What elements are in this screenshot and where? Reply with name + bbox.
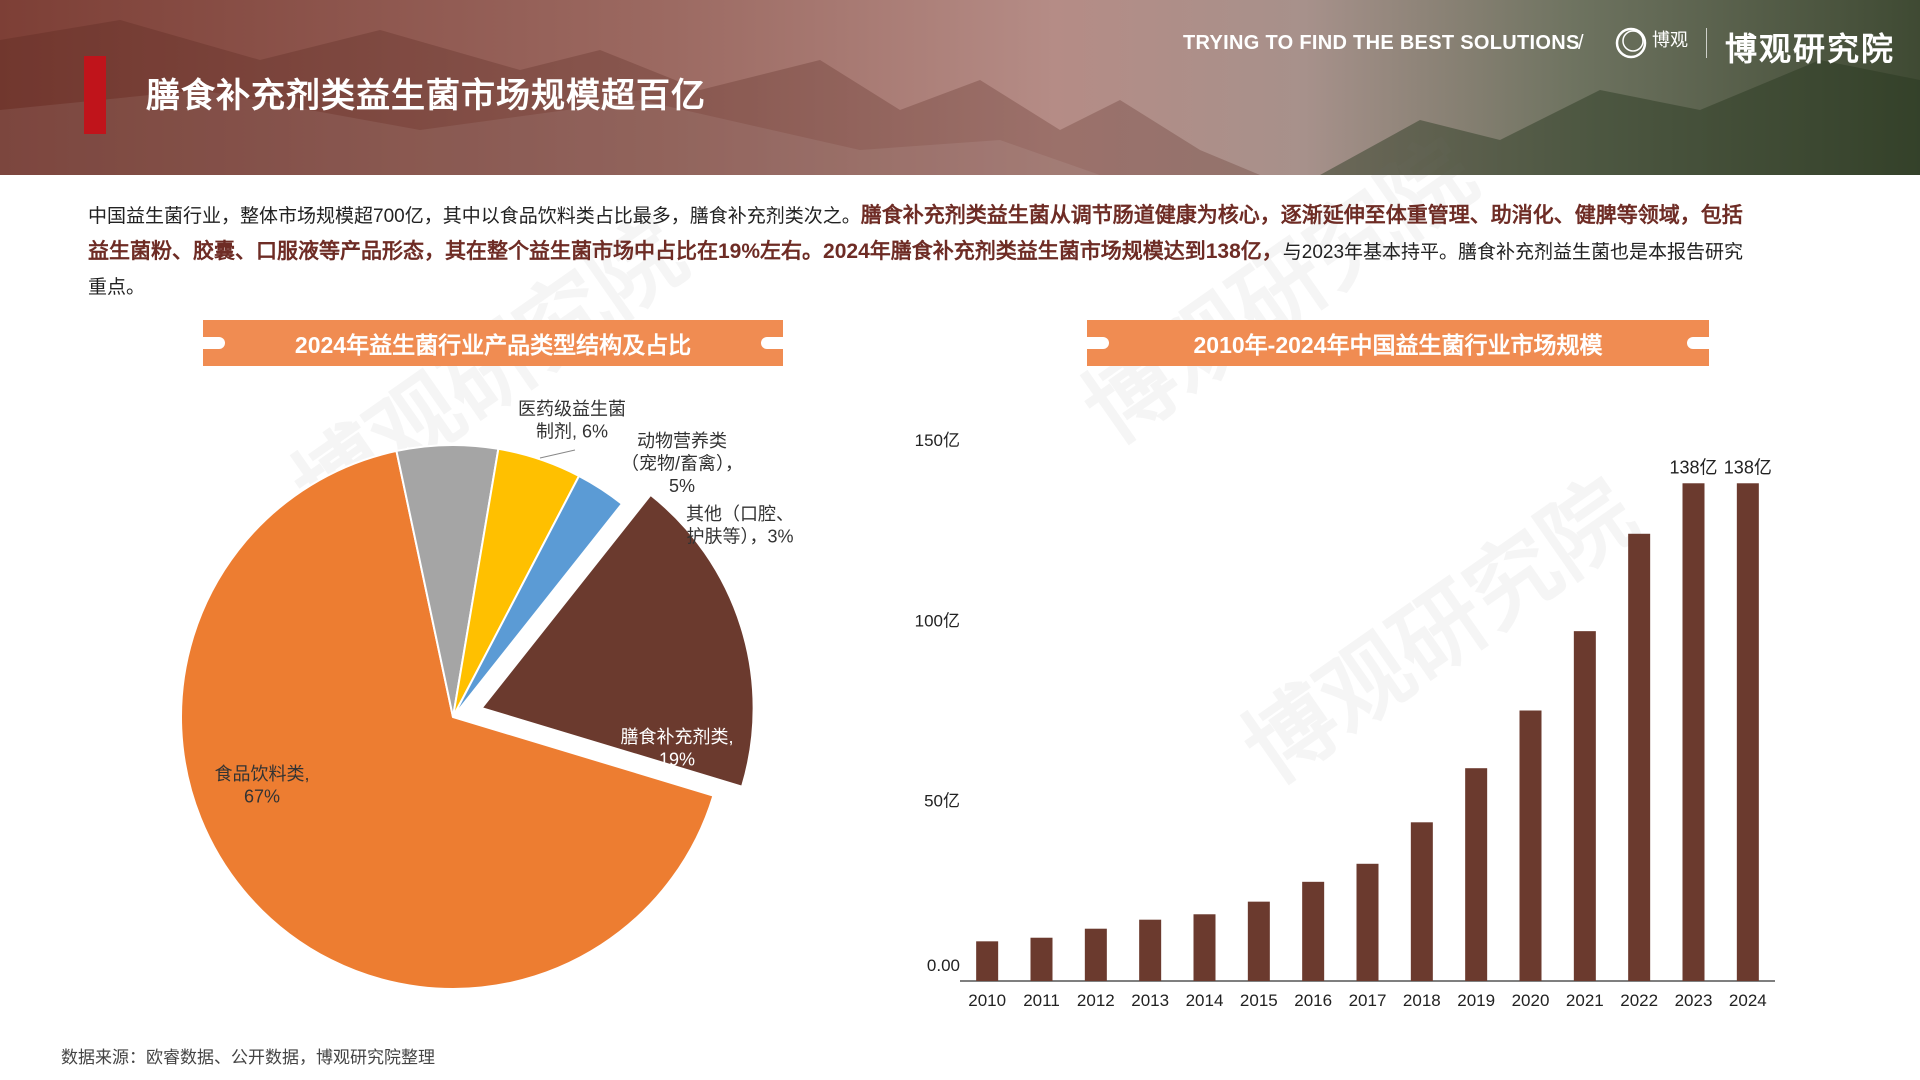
ribbon-notch (203, 337, 225, 349)
x-tick-label: 2020 (1512, 991, 1550, 1010)
x-tick-label: 2021 (1566, 991, 1604, 1010)
title-accent-bar (84, 56, 106, 134)
intro-paragraph: 中国益生菌行业，整体市场规模超700亿，其中以食品饮料类占比最多，膳食补充剂类次… (88, 198, 1758, 305)
logo-small-text: 博观 (1652, 30, 1688, 51)
x-tick-label: 2012 (1077, 991, 1115, 1010)
bar (1465, 768, 1488, 981)
bar (976, 941, 999, 981)
x-tick-label: 2022 (1620, 991, 1658, 1010)
x-tick-label: 2011 (1023, 991, 1060, 1010)
ribbon-notch (761, 337, 783, 349)
y-tick-label: 100亿 (915, 611, 960, 630)
bar (1193, 914, 1216, 981)
x-tick-label: 2014 (1186, 991, 1224, 1010)
pie-chart-title-text: 2024年益生菌行业产品类型结构及占比 (294, 332, 692, 358)
bar (1247, 901, 1270, 981)
pie-slice-label: 食品饮料类, 67% (214, 764, 309, 807)
bar (1410, 822, 1433, 981)
x-tick-label: 2018 (1403, 991, 1441, 1010)
ribbon-notch (1687, 337, 1709, 349)
bar (1519, 710, 1542, 981)
header-tagline: TRYING TO FIND THE BEST SOLUTIONS (1183, 32, 1580, 54)
pie-slice (180, 449, 715, 990)
x-tick-label: 2017 (1349, 991, 1387, 1010)
bar (1030, 937, 1053, 981)
bar (1139, 919, 1162, 981)
bar-data-label: 138亿 (1669, 457, 1717, 477)
bar (1682, 483, 1705, 981)
logo-divider (1706, 28, 1707, 58)
intro-highlight: 膳食补充剂类益生菌从调节肠道健康为核心，逐渐延伸至体重管理、助消化、健脾等领域，… (88, 204, 1743, 263)
x-tick-label: 2024 (1729, 991, 1767, 1010)
logo-name: 博观研究院 (1725, 30, 1896, 68)
intro-text-1: 中国益生菌行业，整体市场规模超700亿，其中以食品饮料类占比最多，膳食补充剂类次… (88, 206, 861, 227)
bar-chart: 0.00 50亿 100亿 150亿 2010 2011 2012 2013 2014 2015 2… (915, 431, 1775, 1010)
bar (1573, 631, 1596, 981)
x-tick-label: 2010 (968, 991, 1006, 1010)
bar (1356, 863, 1379, 981)
ribbon-notch (1087, 337, 1109, 349)
pie-slice-label: 膳食补充剂类, 19% (620, 727, 733, 770)
pie-slice-label: 其他（口腔、护肤等），3% (686, 504, 794, 547)
x-tick-label: 2015 (1240, 991, 1278, 1010)
pie-slice (452, 474, 624, 718)
mountain-background (0, 20, 1920, 175)
pie-slice (479, 493, 755, 788)
pie-slice-label: 医药级益生菌制剂, 6% (518, 399, 626, 442)
leader-line (539, 449, 576, 459)
x-tick-label: 2023 (1675, 991, 1713, 1010)
data-source-note: 数据来源：欧睿数据、公开数据，博观研究院整理 (61, 1048, 435, 1067)
page-title: 膳食补充剂类益生菌市场规模超百亿 (146, 77, 706, 115)
header-separator: / (1578, 32, 1584, 54)
bar-chart-title-text: 2010年-2024年中国益生菌行业市场规模 (1193, 332, 1603, 358)
bar (1628, 533, 1651, 981)
x-tick-label: 2019 (1457, 991, 1495, 1010)
header-banner: 膳食补充剂类益生菌市场规模超百亿 TRYING TO FIND THE BEST… (0, 0, 1920, 175)
y-tick-label: 150亿 (915, 431, 960, 450)
y-tick-label: 50亿 (924, 792, 960, 811)
x-tick-label: 2013 (1131, 991, 1169, 1010)
pie-slice-label: 动物营养类（宠物/畜禽）， 5% (621, 431, 743, 496)
intro-text-3: 与2023年基本持平。膳食补充剂益生菌也是本报告研究重点。 (88, 242, 1744, 298)
bar (1736, 483, 1759, 981)
pie-chart: 食品饮料类, 67% 医药级益生菌制剂, 6% 动物营养类（宠物/畜禽）， 5% 其他（口… (180, 399, 794, 990)
y-tick-label: 0.00 (927, 956, 960, 975)
bar (1302, 881, 1325, 981)
bar-data-label: 138亿 (1724, 457, 1772, 477)
logo-circle-icon (1615, 27, 1647, 59)
bar (1084, 928, 1107, 981)
bar-chart-title: 2010年-2024年中国益生菌行业市场规模 (1087, 320, 1709, 366)
x-tick-label: 2016 (1294, 991, 1332, 1010)
pie-chart-title: 2024年益生菌行业产品类型结构及占比 (203, 320, 783, 366)
